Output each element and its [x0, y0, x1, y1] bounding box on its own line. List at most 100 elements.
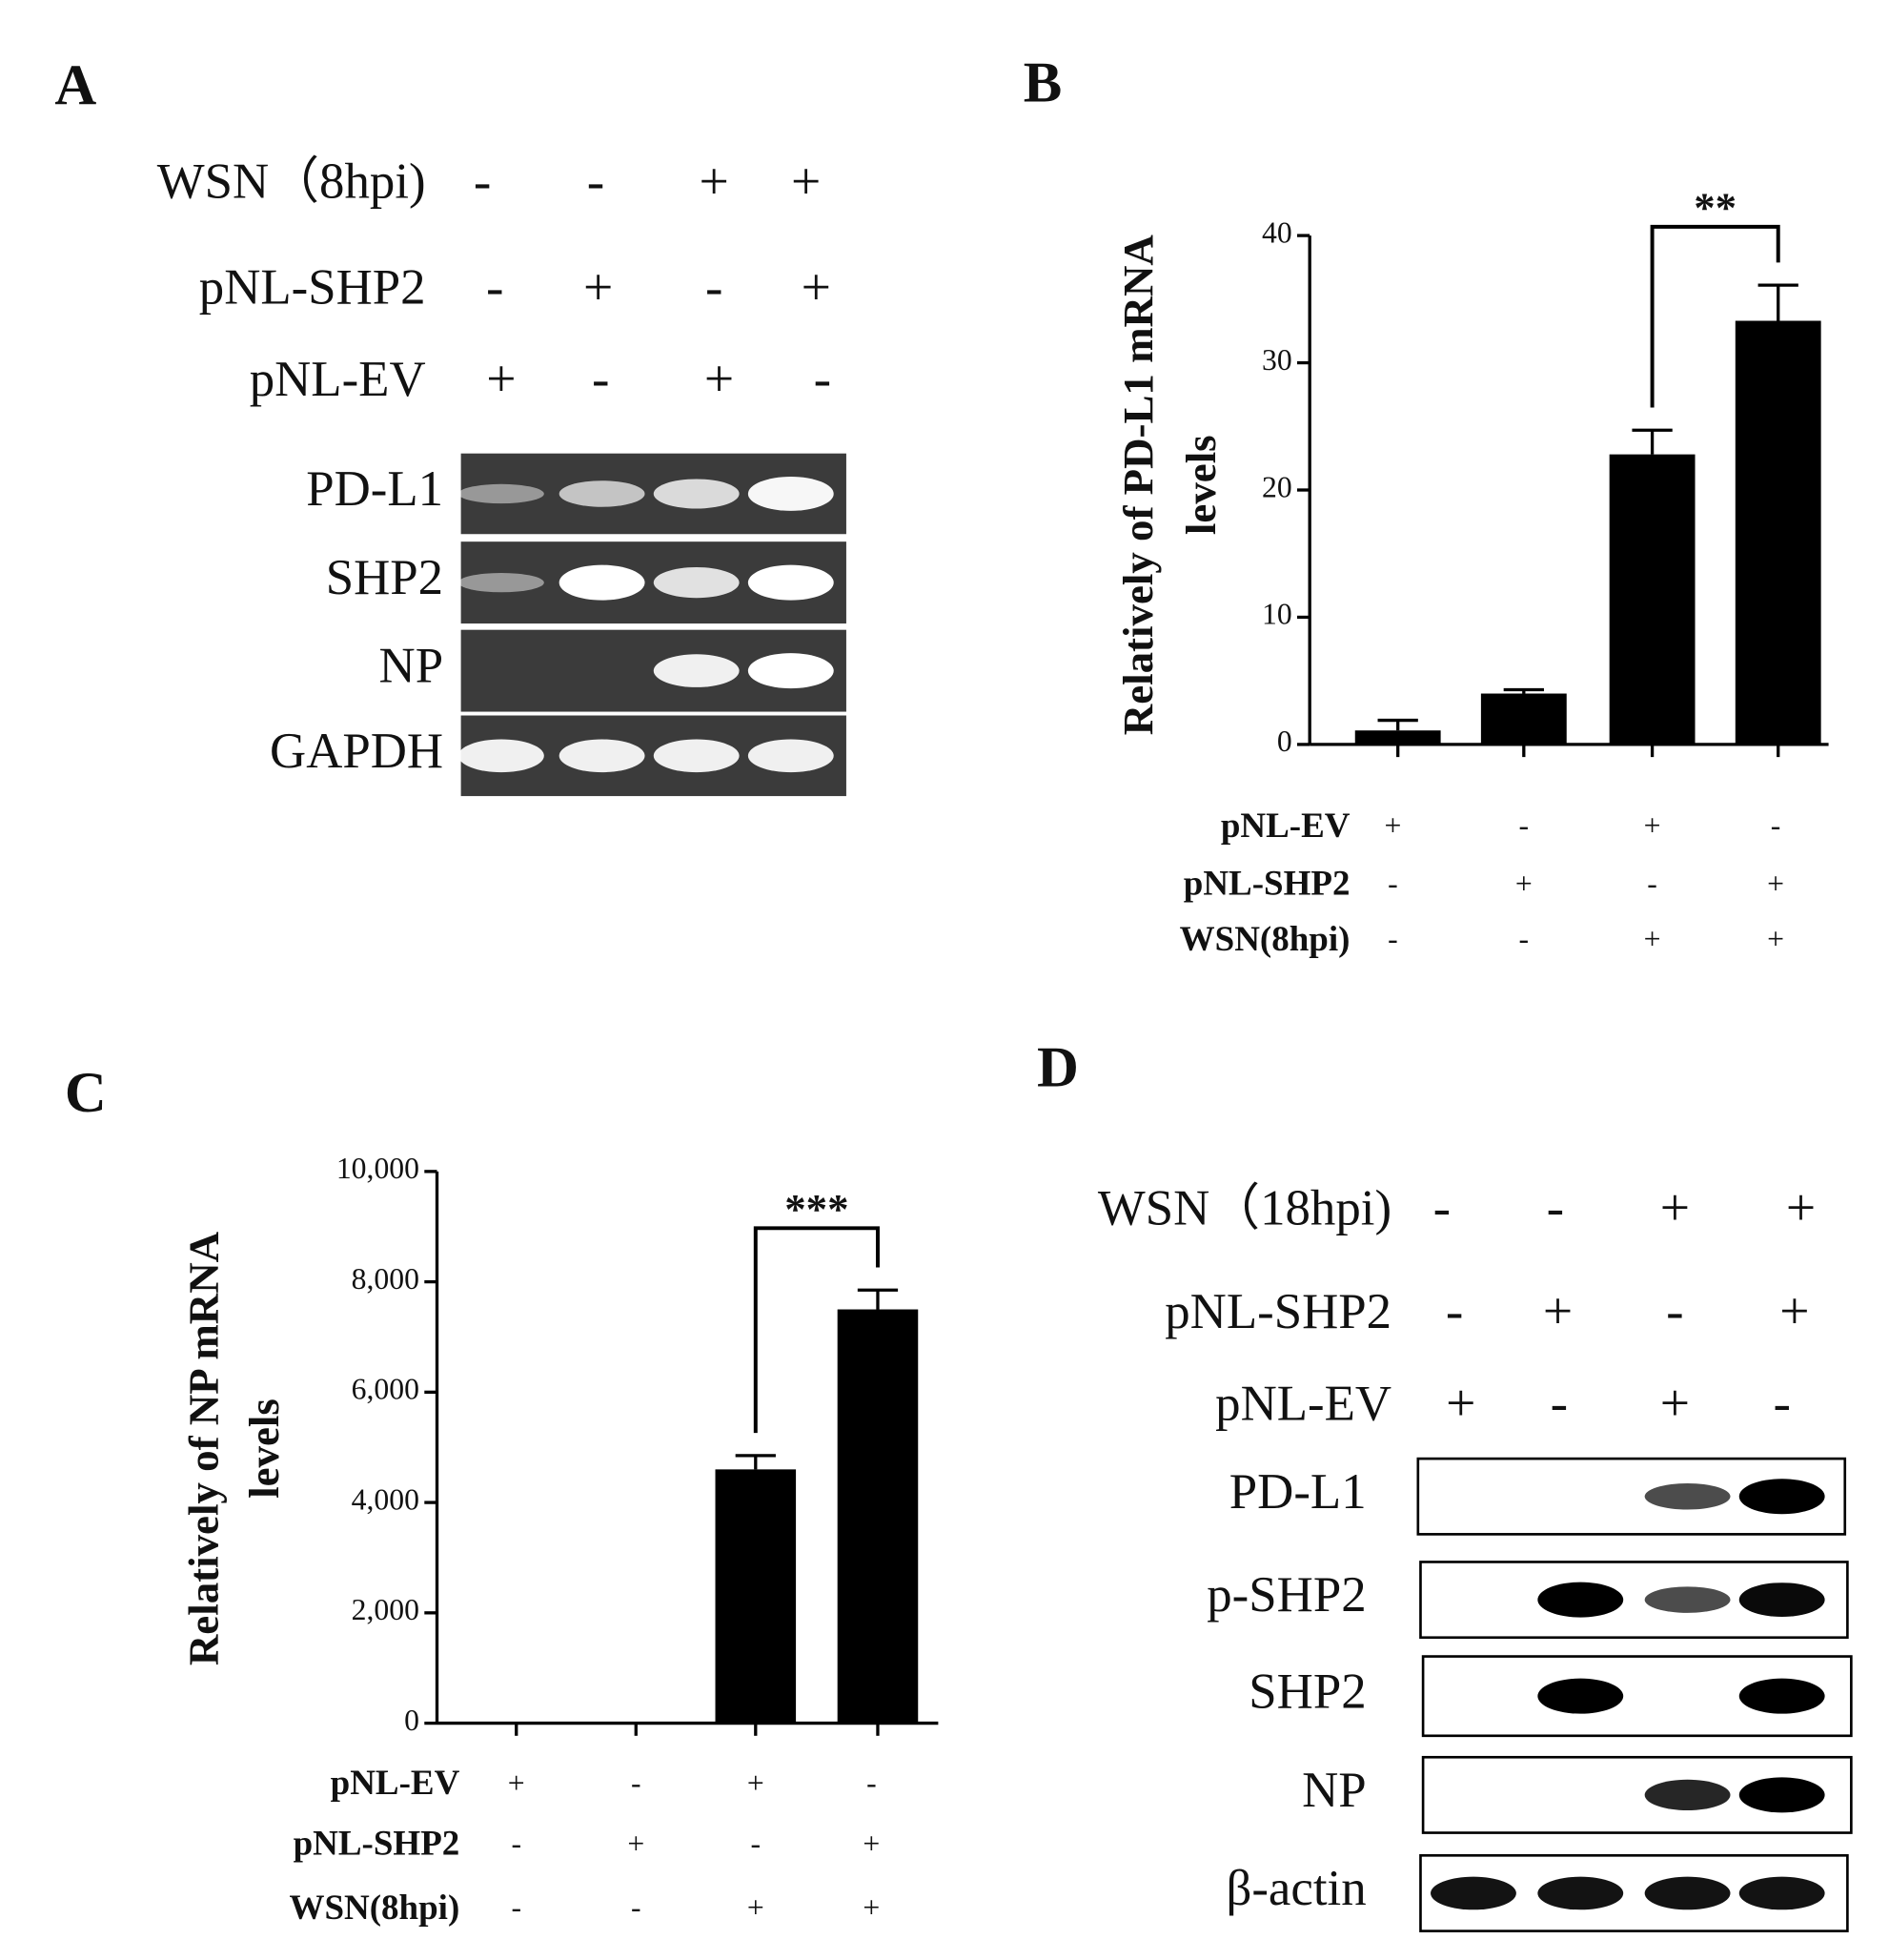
condition-sign: - [587, 153, 604, 211]
condition-sign: + [802, 258, 831, 316]
condition-sign: + [747, 1766, 764, 1800]
condition-sign: - [592, 351, 609, 409]
blot-band [653, 479, 740, 509]
condition-sign: - [866, 1766, 877, 1800]
condition-sign: - [1666, 1283, 1683, 1341]
y-axis-label: Relatively of NP mRNA [179, 1231, 227, 1665]
condition-sign: + [1767, 868, 1784, 901]
bar [1354, 730, 1441, 745]
condition-sign: - [631, 1766, 641, 1800]
condition-sign: + [1543, 1283, 1573, 1341]
blot-band [653, 654, 740, 687]
y-tick-label: 10,000 [336, 1152, 419, 1185]
condition-name: pNL-EV [1215, 1376, 1391, 1431]
condition-sign: - [1388, 923, 1398, 956]
blot-band [457, 739, 544, 773]
condition-name: WSN(8hpi) [1180, 920, 1351, 959]
blot-band [1738, 1582, 1825, 1617]
condition-sign: - [751, 1827, 762, 1860]
condition-sign: + [1515, 868, 1533, 901]
blot-band [1738, 1479, 1825, 1515]
y-tick-label: 10 [1262, 598, 1292, 631]
blot-band [747, 477, 834, 511]
blot-label: PD-L1 [1229, 1464, 1367, 1520]
y-tick-label: 0 [404, 1704, 419, 1737]
panel-label: C [65, 1061, 107, 1125]
error-bar [1503, 687, 1544, 694]
condition-sign: + [700, 153, 729, 211]
condition-sign: - [486, 258, 503, 316]
blot-label: NP [379, 639, 444, 694]
condition-name: pNL-SHP2 [199, 260, 426, 316]
condition-name: WSN（8hpi) [157, 154, 426, 210]
condition-sign: - [1647, 868, 1657, 901]
condition-sign: - [1388, 868, 1398, 901]
condition-sign: - [631, 1891, 641, 1925]
y-axis-label: levels [1177, 435, 1225, 535]
condition-sign: + [1767, 923, 1784, 956]
condition-name: pNL-EV [250, 352, 426, 407]
blot-band [747, 739, 834, 773]
error-bar [857, 1288, 899, 1310]
condition-name: WSN(8hpi) [289, 1889, 459, 1928]
bar [1480, 693, 1567, 745]
y-tick-label: 20 [1262, 470, 1292, 503]
condition-sign: + [1446, 1375, 1475, 1433]
error-bar [1632, 428, 1673, 455]
condition-sign: - [1519, 809, 1530, 843]
condition-sign: - [474, 153, 491, 211]
bar [837, 1309, 919, 1724]
blot-band [653, 739, 740, 773]
condition-sign: + [1644, 923, 1661, 956]
y-axis-label: levels [240, 1399, 288, 1499]
blot-band [1644, 1586, 1731, 1613]
y-tick-label: 30 [1262, 343, 1292, 377]
y-tick-label: 4,000 [352, 1482, 419, 1516]
blot-band [559, 480, 645, 507]
blot-band [457, 483, 544, 504]
condition-sign: - [1519, 923, 1530, 956]
error-bar [1757, 283, 1798, 321]
error-bar [735, 1454, 776, 1470]
condition-sign: - [1551, 1375, 1568, 1433]
y-tick-label: 8,000 [352, 1262, 419, 1296]
error-bar [1377, 718, 1418, 731]
significance-bracket [1650, 224, 1780, 408]
condition-name: pNL-SHP2 [1165, 1284, 1391, 1339]
significance-bracket [753, 1226, 880, 1434]
y-tick-label: 0 [1277, 725, 1292, 758]
blot-band [457, 572, 544, 593]
condition-sign: + [627, 1827, 644, 1860]
condition-sign: + [863, 1891, 880, 1925]
panel-label: A [54, 53, 96, 117]
condition-sign: + [747, 1891, 764, 1925]
condition-sign: - [814, 351, 831, 409]
blot-band [747, 564, 834, 601]
condition-name: pNL-EV [331, 1764, 460, 1803]
blot-band [1644, 1779, 1731, 1811]
bar [1735, 320, 1821, 745]
blot-band [747, 653, 834, 689]
condition-sign: + [1660, 1375, 1690, 1433]
condition-sign: + [791, 153, 821, 211]
blot-band [1738, 1777, 1825, 1813]
condition-sign: + [508, 1766, 525, 1800]
blot-band [559, 739, 645, 773]
blot-label: NP [1302, 1763, 1367, 1818]
panel-label: B [1024, 51, 1063, 114]
condition-sign: - [1433, 1179, 1451, 1237]
significance-label: *** [784, 1185, 848, 1233]
blot-band [1537, 1678, 1624, 1714]
condition-sign: + [1779, 1283, 1809, 1341]
y-axis-label: Relatively of PD-L1 mRNA [1114, 235, 1162, 736]
bar [715, 1469, 797, 1724]
condition-sign: + [1384, 809, 1401, 843]
condition-sign: - [511, 1827, 521, 1860]
condition-sign: + [1786, 1179, 1816, 1237]
panel-label: D [1037, 1036, 1079, 1100]
blot-label: PD-L1 [306, 461, 443, 517]
condition-sign: - [705, 258, 722, 316]
blot-band [1644, 1876, 1731, 1910]
condition-name: WSN（18hpi) [1098, 1181, 1391, 1236]
